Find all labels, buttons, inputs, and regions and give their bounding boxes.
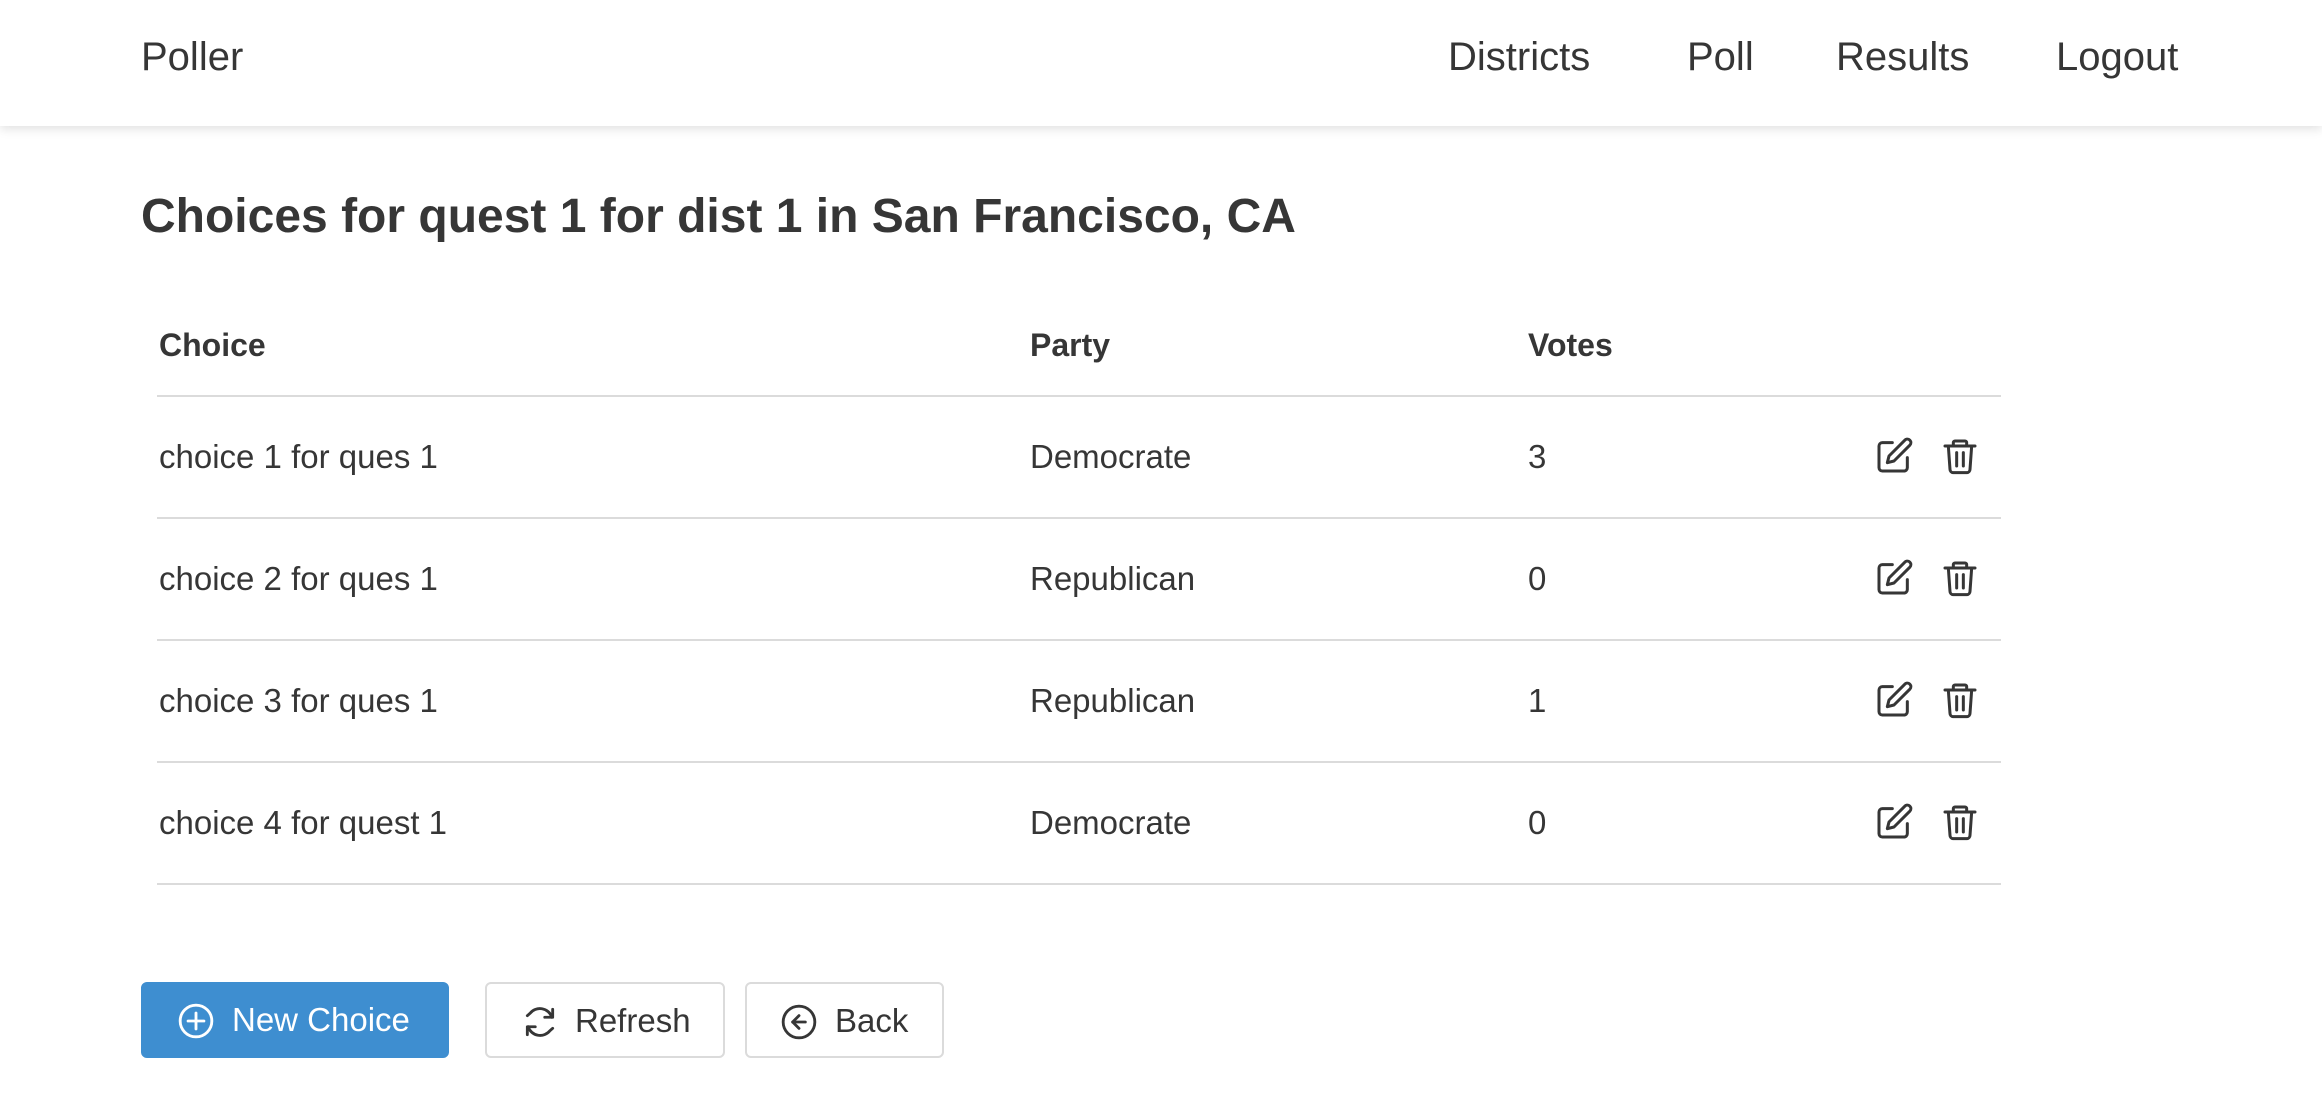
nav-item-districts[interactable]: Districts (1448, 35, 1591, 79)
cell-choice: choice 2 for ques 1 (159, 560, 438, 597)
top-navbar: Poller Districts Poll Results Logout (0, 0, 2322, 126)
trash-icon[interactable] (1940, 436, 1980, 478)
new-choice-button[interactable]: New Choice (141, 982, 449, 1058)
back-button[interactable]: Back (745, 982, 944, 1058)
table-row: choice 3 for ques 1 Republican 1 (157, 641, 2001, 763)
edit-icon[interactable] (1874, 558, 1914, 600)
cell-votes: 0 (1528, 560, 1547, 597)
row-actions (1874, 680, 1977, 722)
column-header-party: Party (1030, 327, 1111, 363)
cell-votes: 3 (1528, 438, 1547, 475)
brand-logo[interactable]: Poller (141, 35, 244, 79)
table-row: choice 4 for quest 1 Democrate 0 (157, 763, 2001, 885)
trash-icon[interactable] (1940, 680, 1980, 722)
nav-item-results[interactable]: Results (1836, 35, 1970, 79)
edit-icon[interactable] (1874, 680, 1914, 722)
column-header-votes: Votes (1528, 327, 1613, 363)
edit-icon[interactable] (1874, 436, 1914, 478)
refresh-button[interactable]: Refresh (485, 982, 725, 1058)
cell-votes: 1 (1528, 682, 1547, 719)
refresh-icon (521, 1003, 559, 1041)
nav-item-logout[interactable]: Logout (2056, 35, 2179, 79)
arrow-left-circle-icon (780, 1003, 818, 1041)
cell-choice: choice 1 for ques 1 (159, 438, 438, 475)
cell-choice: choice 4 for quest 1 (159, 804, 448, 841)
refresh-label: Refresh (575, 1002, 691, 1039)
row-actions (1874, 436, 1977, 478)
cell-party: Republican (1030, 560, 1196, 597)
page-title: Choices for quest 1 for dist 1 in San Fr… (141, 190, 1296, 243)
nav-item-poll[interactable]: Poll (1687, 35, 1754, 79)
cell-party: Democrate (1030, 804, 1192, 841)
table-header: Choice Party Votes (157, 300, 2001, 397)
choices-table: Choice Party Votes choice 1 for ques 1 D… (157, 300, 2001, 885)
column-header-choice: Choice (159, 327, 266, 363)
back-label: Back (835, 1002, 909, 1039)
table-row: choice 1 for ques 1 Democrate 3 (157, 397, 2001, 519)
trash-icon[interactable] (1940, 558, 1980, 600)
row-actions (1874, 558, 1977, 600)
row-actions (1874, 802, 1977, 844)
table-row: choice 2 for ques 1 Republican 0 (157, 519, 2001, 641)
new-choice-label: New Choice (232, 1001, 410, 1038)
trash-icon[interactable] (1940, 802, 1980, 844)
plus-circle-icon (177, 1002, 215, 1040)
cell-votes: 0 (1528, 804, 1547, 841)
cell-party: Democrate (1030, 438, 1192, 475)
cell-choice: choice 3 for ques 1 (159, 682, 438, 719)
cell-party: Republican (1030, 682, 1196, 719)
edit-icon[interactable] (1874, 802, 1914, 844)
